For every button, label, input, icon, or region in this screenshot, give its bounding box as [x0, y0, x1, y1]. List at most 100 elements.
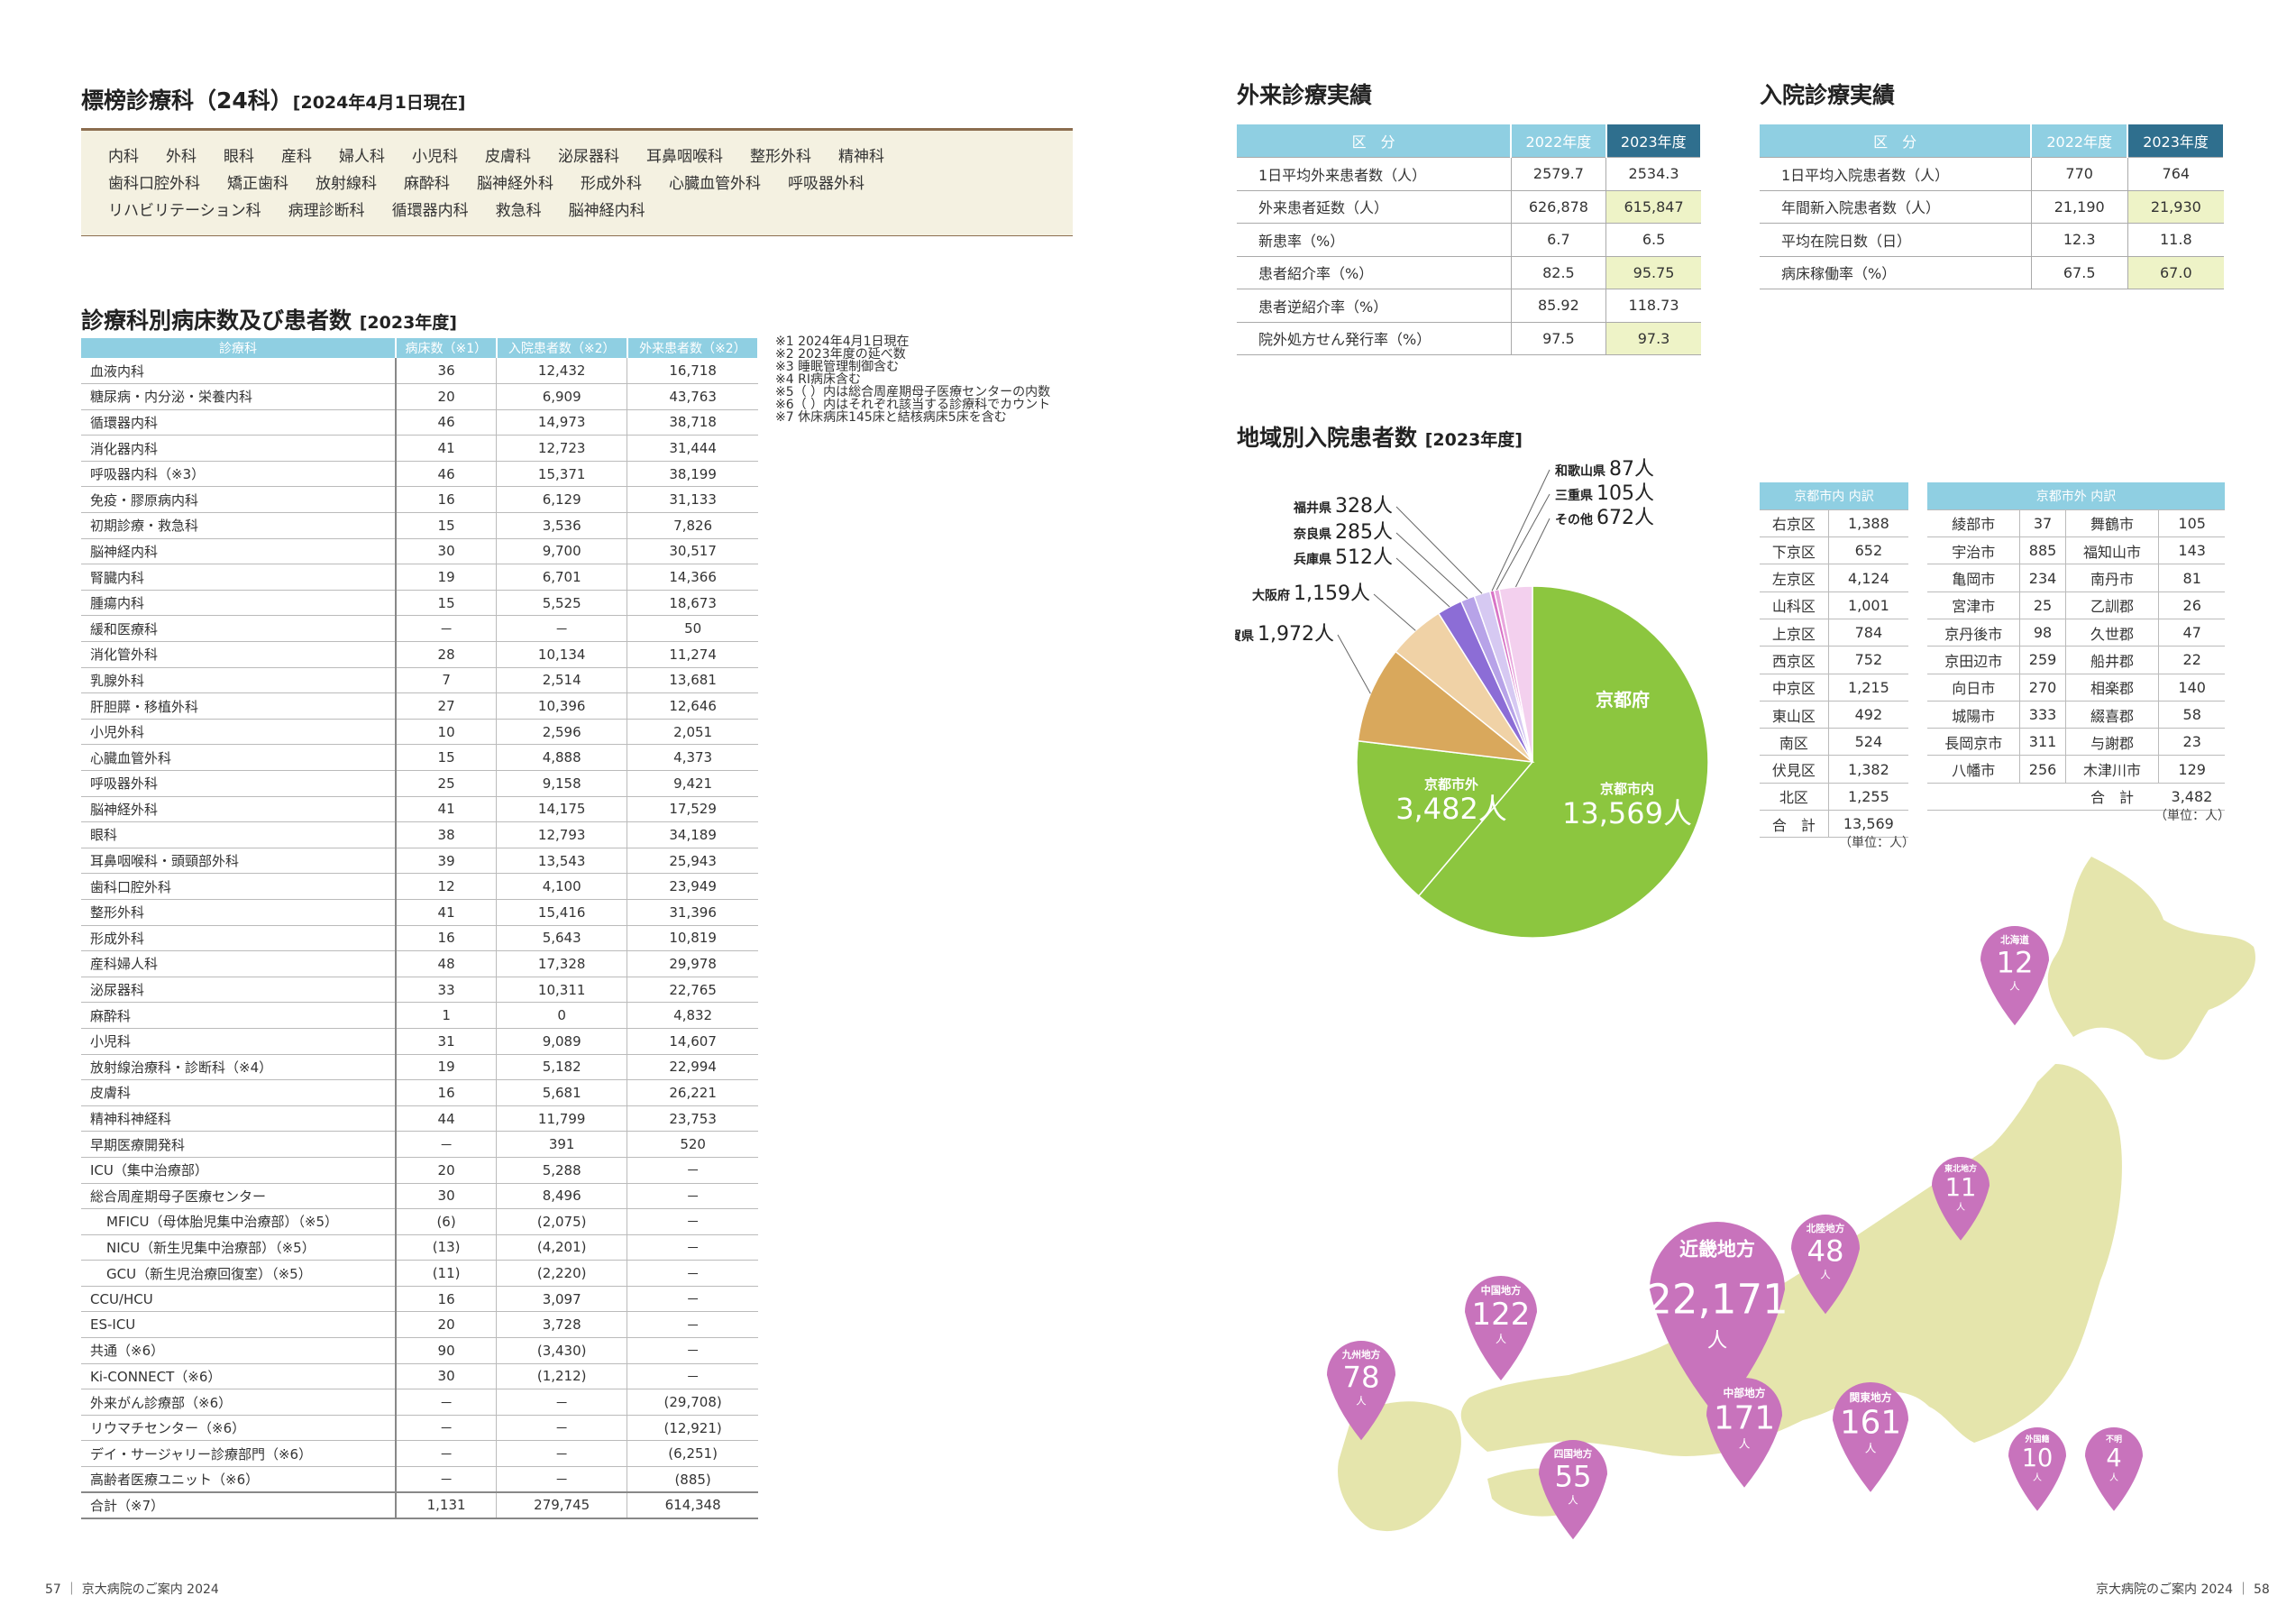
pie-outer-label-value: 328人 — [1335, 495, 1393, 518]
map-pin-unit: 人 — [1739, 1437, 1751, 1451]
table-cell: 140 — [2158, 674, 2225, 702]
map-pin-value: 161 — [1840, 1405, 1901, 1442]
table-row: GCU（新生児治療回復室）（※5） (11) (2,220) － — [81, 1260, 758, 1287]
map-pin-label: 北陸地方 — [1807, 1223, 1845, 1234]
table-cell: 放射線治療科・診断科（※4） — [81, 1054, 398, 1081]
table-row: 歯科口腔外科 12 4,100 23,949 — [81, 873, 758, 900]
section-title-departments: 標榜診療科（24科）[2024年4月1日現在] — [81, 87, 466, 114]
table-cell: 279,745 — [496, 1491, 628, 1519]
table-row: 京丹後市 98 久世郡 47 — [1927, 619, 2225, 647]
table-cell: 41 — [396, 899, 498, 926]
table-row: 呼吸器内科（※3） 46 15,371 38,199 — [81, 461, 758, 488]
pie-leader-line — [1395, 532, 1468, 600]
table-cell: 67.5 — [2031, 256, 2128, 289]
table-cell: 東山区 — [1760, 701, 1829, 729]
table-cell: 歯科口腔外科 — [81, 873, 398, 900]
table-header: 診療科 — [81, 338, 398, 358]
table-cell: 5,288 — [496, 1157, 628, 1184]
pie-leader-line — [1515, 518, 1550, 588]
table-cell: 22,765 — [627, 977, 758, 1004]
pie-outer-label-value: 285人 — [1335, 521, 1393, 544]
table-cell: 1 — [396, 1002, 498, 1029]
map-pin-value: 78 — [1342, 1360, 1379, 1394]
table-cell: 14,366 — [627, 564, 758, 591]
table-cell: 16 — [396, 925, 498, 952]
table-cell: 耳鼻咽喉科・頭頸部外科 — [81, 848, 398, 875]
table-row: 城陽市 333 綴喜郡 58 — [1927, 701, 2225, 729]
note-line: ※4 RI病床含む — [775, 372, 861, 387]
table-cell: (1,212) — [496, 1363, 628, 1390]
table-cell: 13,681 — [627, 667, 758, 694]
table-cell: 2,514 — [496, 667, 628, 694]
map-pin-shape — [1465, 1276, 1537, 1380]
department-name: 泌尿器科 — [558, 148, 619, 166]
table-row: 腫瘍内科 15 5,525 18,673 — [81, 590, 758, 617]
map-pin-label: 四国地方 — [1554, 1448, 1593, 1460]
map-pin-unit: 人 — [2009, 979, 2019, 992]
pie-slice — [1417, 585, 1709, 939]
department-line: リハビリテーション科 病理診断科 循環器内科 救急科 脳神経内科 — [108, 197, 1046, 225]
pie-leader-line — [1337, 634, 1371, 694]
pie-leader-line — [1373, 593, 1416, 631]
note-line: ※3 睡眠管理制御含む — [775, 360, 900, 374]
table-cell: 呼吸器外科 — [81, 770, 398, 797]
table-cell: 1,215 — [1828, 674, 1908, 702]
table-notes: ※1 2024年4月1日現在 ※2 2023年度の延べ数 ※3 睡眠管理制御含む ※4… — [775, 335, 1050, 424]
pie-leader-line — [1395, 557, 1450, 608]
table-cell: (13) — [396, 1234, 498, 1261]
table-cell: － — [396, 1466, 498, 1493]
table-row: 呼吸器外科 25 9,158 9,421 — [81, 770, 758, 797]
table-cell: 乳腺外科 — [81, 667, 398, 694]
table-cell: 合 計 — [1760, 810, 1829, 839]
map-pin-unit: 人 — [1820, 1268, 1830, 1280]
table-cell: 船井郡 — [2065, 646, 2160, 674]
department-name: 外科 — [166, 148, 197, 166]
table-cell: 1日平均入院患者数（人） — [1760, 157, 2032, 191]
table-cell: 初期診療・救急科 — [81, 512, 398, 539]
table-cell — [1927, 783, 2020, 812]
table-cell: 4,373 — [627, 744, 758, 771]
table-row: ES-ICU 20 3,728 － — [81, 1311, 758, 1339]
table-cell: 31,396 — [627, 899, 758, 926]
table-cell: (4,201) — [496, 1234, 628, 1261]
map-pin-unit: 人 — [1496, 1333, 1506, 1345]
table-cell: 492 — [1828, 701, 1908, 729]
table-cell: 46 — [396, 461, 498, 488]
table-row: CCU/HCU 16 3,097 － — [81, 1286, 758, 1313]
table-cell: 784 — [1828, 619, 1908, 647]
table-row: 年間新入院患者数（人） 21,190 21,930 — [1760, 190, 2224, 224]
table-cell: 333 — [2019, 701, 2066, 729]
table-cell: 19 — [396, 1054, 498, 1081]
table-cell: 614,348 — [627, 1491, 758, 1519]
pie-label-value: 13,569人 — [1562, 796, 1692, 830]
table-cell: 4,888 — [496, 744, 628, 771]
map-pin-value: 10 — [2022, 1444, 2054, 1472]
table-total-row: 合 計 3,482 — [1927, 783, 2225, 812]
footer-left: 57 ｜ 京大病院のご案内 2024 — [45, 1582, 219, 1597]
table-cell: デイ・サージャリー診療部門（※6） — [81, 1440, 398, 1468]
table-cell: 29,978 — [627, 950, 758, 977]
map-pin-shape — [1980, 926, 2049, 1026]
table-cell: 23,753 — [627, 1105, 758, 1133]
table-cell: 木津川市 — [2065, 755, 2160, 784]
table-cell: 30 — [396, 538, 498, 565]
table-cell: 0 — [496, 1002, 628, 1029]
table-cell: 6,701 — [496, 564, 628, 591]
table-cell: 上京区 — [1760, 619, 1829, 647]
table-row: 西京区 752 — [1760, 646, 1908, 674]
table-cell: NICU（新生児集中治療部）（※5） — [81, 1234, 398, 1261]
table-cell: － — [396, 1389, 498, 1416]
department-name: 呼吸器外科 — [788, 175, 864, 193]
map-pin-shape — [1932, 1157, 1990, 1241]
table-cell: － — [496, 615, 628, 643]
table-cell: (6,251) — [627, 1440, 758, 1468]
table-row: 外来患者延数（人） 626,878 615,847 — [1237, 190, 1701, 224]
table-row: 左京区 4,124 — [1760, 564, 1908, 592]
table-row: 八幡市 256 木津川市 129 — [1927, 755, 2225, 784]
table-cell: 2,051 — [627, 719, 758, 746]
table-row: 患者紹介率（%） 82.5 95.75 — [1237, 256, 1701, 289]
pie-leader-line — [1395, 506, 1483, 594]
